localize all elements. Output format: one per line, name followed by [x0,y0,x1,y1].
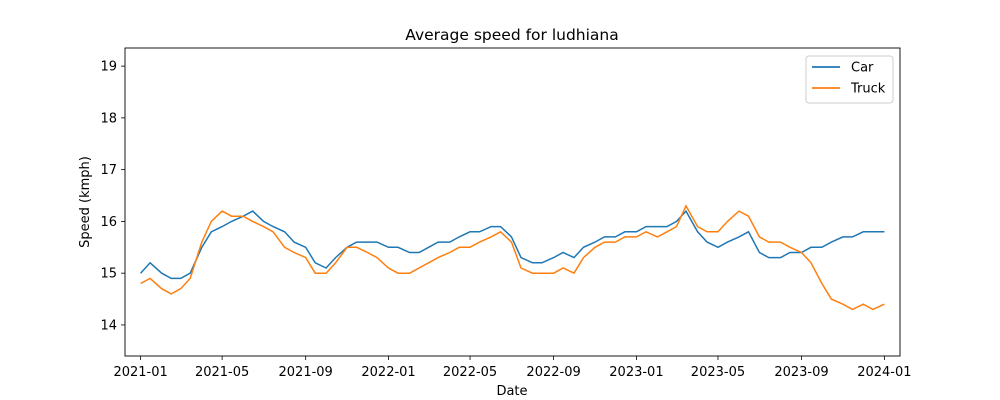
plot-area-frame [124,47,901,357]
x-tick-label: 2022-05 [443,365,497,380]
series-line-truck [140,204,885,311]
legend: Car Truck [805,55,894,104]
x-tick-label: 2021-01 [113,365,167,380]
x-tick-label: 2021-05 [195,365,249,380]
y-tick-label: 17 [100,163,117,178]
x-tick-label: 2022-09 [526,365,580,380]
y-tick-label: 14 [100,318,117,333]
x-tick-label: 2023-01 [609,365,663,380]
y-tick-label: 16 [100,215,117,230]
y-tick-label: 18 [100,111,117,126]
legend-label-car: Car [851,61,874,76]
x-tick-label: 2021-09 [279,365,333,380]
x-axis-label: Date [496,384,527,399]
x-tick-label: 2023-09 [774,365,828,380]
y-tick-label: 19 [100,60,117,75]
series-line-car [140,209,885,280]
x-tick-label: 2023-05 [691,365,745,380]
x-tick-label: 2022-01 [361,365,415,380]
chart-title: Average speed for ludhiana [405,26,619,44]
y-tick-label: 15 [100,267,117,282]
y-axis-label: Speed (kmph) [78,156,93,248]
legend-label-truck: Truck [850,82,886,97]
x-tick-label: 2024-01 [857,365,911,380]
